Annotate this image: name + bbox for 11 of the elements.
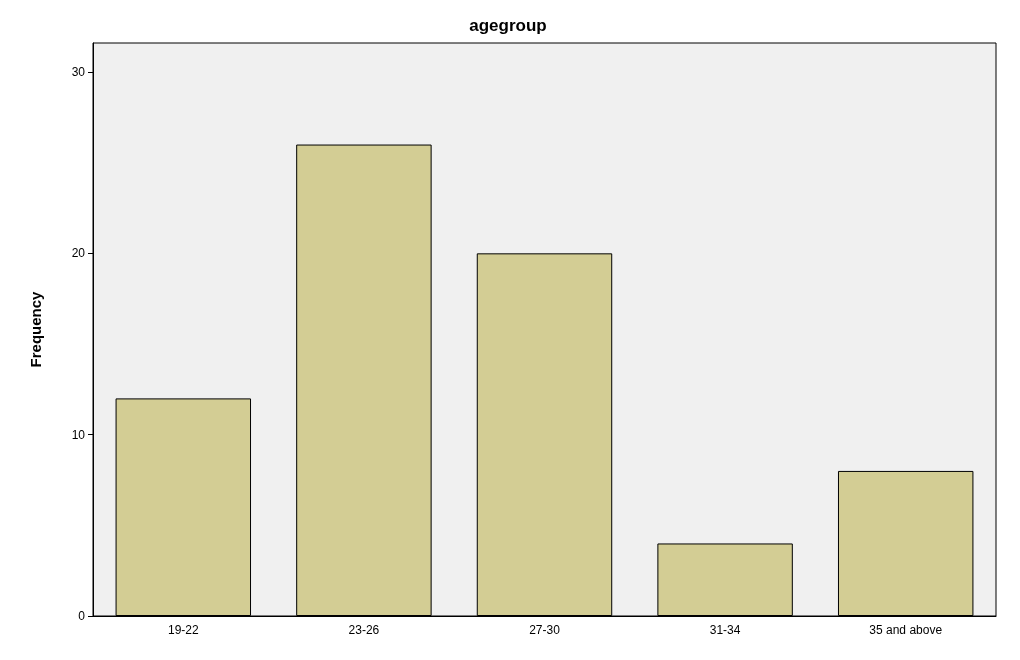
x-tick-label: 23-26 — [348, 623, 380, 637]
y-tick-label: 30 — [71, 65, 86, 80]
y-tick-label: 0 — [78, 609, 86, 623]
x-tick-label: 31-34 — [709, 623, 741, 637]
y-tick-label: 10 — [71, 427, 86, 442]
x-tick-label: 35 and above — [869, 623, 943, 637]
x-tick-label: 19-22 — [167, 623, 199, 637]
y-axis-title: Frequency — [27, 290, 44, 368]
x-tick-label: 27-30 — [529, 623, 561, 637]
chart-title: agegroup — [469, 16, 547, 35]
y-tick-label: 20 — [71, 246, 86, 261]
